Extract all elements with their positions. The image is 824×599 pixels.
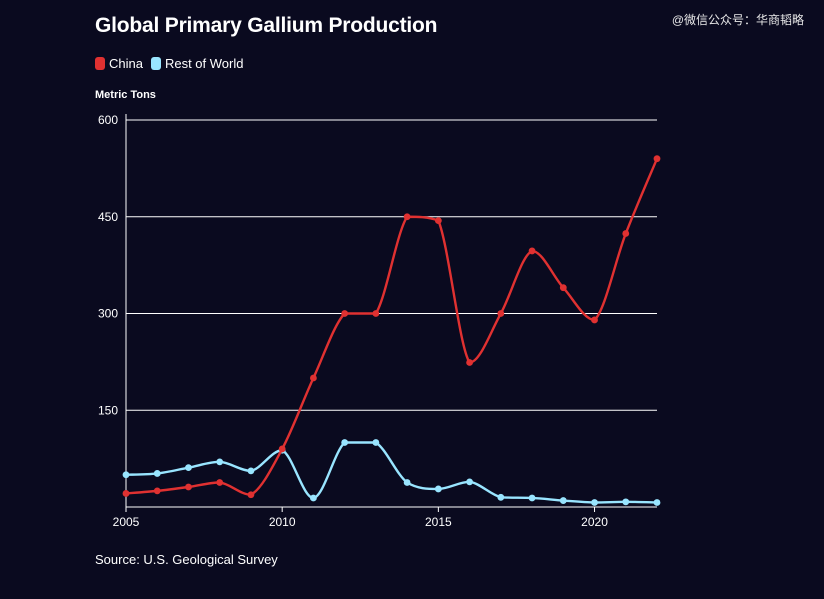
y-tick-label: 300 [98, 307, 118, 321]
data-point-china-2006 [153, 487, 161, 495]
series-line-china [125, 158, 659, 496]
data-point-rest-of-world-2022 [653, 499, 661, 506]
data-point-rest-of-world-2016 [466, 478, 473, 486]
data-point-china-2008 [216, 479, 224, 486]
data-point-rest-of-world-2018 [528, 494, 536, 502]
x-tick-label: 2010 [269, 515, 296, 529]
data-point-rest-of-world-2021 [622, 498, 630, 506]
data-point-rest-of-world-2007 [185, 464, 192, 472]
legend-label-china: China [109, 56, 143, 71]
legend: China Rest of World [95, 56, 251, 71]
data-point-china-2007 [185, 483, 192, 491]
data-point-china-2022 [653, 155, 661, 163]
y-tick-label: 150 [98, 403, 118, 417]
watermark: @微信公众号：华商韬略 [671, 13, 804, 27]
data-point-china-2020 [591, 316, 598, 324]
data-point-china-2009 [247, 491, 255, 499]
data-point-china-2021 [622, 230, 630, 237]
x-tick-label: 2020 [581, 515, 608, 529]
chart-title: Global Primary Gallium Production [95, 14, 438, 37]
legend-item-china: China [95, 56, 143, 71]
data-point-china-2011 [310, 374, 317, 382]
data-point-china-2016 [466, 359, 473, 366]
x-tick-label: 2005 [113, 515, 140, 529]
x-tick-labels: 2005 2010 2015 2020 [113, 507, 608, 529]
data-point-china-2017 [497, 310, 505, 317]
y-axis-label: Metric Tons [95, 89, 156, 101]
source-note: Source: U.S. Geological Survey [95, 552, 278, 567]
legend-item-rest-of-world: Rest of World [150, 56, 244, 71]
x-tick-label: 2015 [425, 515, 452, 529]
data-point-china-2010 [278, 445, 286, 453]
data-point-china-2005 [122, 490, 130, 497]
legend-label-rest-of-world: Rest of World [164, 56, 244, 71]
grid-lines [125, 114, 657, 508]
legend-swatch-rest-of-world [150, 57, 161, 70]
data-point-china-2019 [559, 284, 567, 292]
data-point-rest-of-world-2012 [341, 439, 349, 446]
data-point-rest-of-world-2015 [434, 485, 442, 493]
data-point-rest-of-world-2013 [372, 439, 380, 446]
data-point-rest-of-world-2011 [310, 494, 317, 502]
y-tick-labels: 150 300 450 600 [98, 113, 118, 417]
data-point-rest-of-world-2017 [497, 493, 505, 501]
data-point-china-2014 [403, 213, 411, 221]
data-point-china-2012 [341, 310, 349, 317]
y-tick-label: 600 [98, 113, 118, 127]
series-group [122, 155, 661, 506]
data-point-rest-of-world-2006 [153, 470, 161, 477]
data-point-rest-of-world-2008 [216, 458, 224, 466]
data-point-rest-of-world-2014 [403, 479, 411, 486]
data-point-rest-of-world-2019 [559, 497, 567, 504]
legend-swatch-china [95, 57, 105, 70]
data-point-china-2015 [434, 217, 442, 225]
y-tick-label: 450 [98, 210, 118, 224]
data-point-rest-of-world-2020 [591, 499, 598, 506]
data-point-rest-of-world-2005 [122, 471, 130, 479]
series-line-rest-of-world [125, 441, 658, 504]
data-point-china-2013 [372, 310, 380, 317]
data-point-rest-of-world-2009 [247, 467, 255, 475]
data-point-china-2018 [528, 247, 536, 255]
